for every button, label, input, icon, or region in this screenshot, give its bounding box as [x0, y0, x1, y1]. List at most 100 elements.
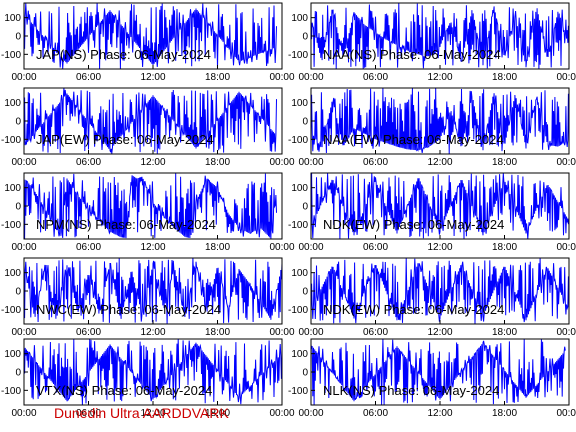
y-tick-label: 0 — [302, 287, 308, 298]
x-tick-label: 12:00 — [427, 327, 452, 338]
x-tick-label: 18:00 — [492, 408, 517, 419]
y-tick-label: 100 — [4, 13, 21, 24]
x-tick-label: 06:00 — [76, 242, 101, 253]
y-tick-label: 100 — [291, 268, 308, 279]
x-tick-label: 06:00 — [363, 408, 388, 419]
x-tick-label: 00:00 — [556, 408, 576, 419]
plot-area — [24, 3, 277, 69]
x-tick-label: 00:00 — [556, 157, 576, 168]
chart-panel-8: 1000-10000:0006:0012:0018:0000:00NDK(EW)… — [288, 257, 576, 338]
x-tick-label: 12:00 — [140, 408, 165, 419]
chart-title: NPM(NS) Phase: 06-May-2024 — [36, 217, 216, 232]
x-tick-label: 18:00 — [205, 157, 230, 168]
chart-panel-10: 1000-10000:0006:0012:0018:0000:00NLK(NS)… — [288, 338, 576, 419]
x-tick-label: 18:00 — [205, 72, 230, 83]
x-tick-label: 00:00 — [269, 327, 294, 338]
y-tick-label: 100 — [291, 349, 308, 360]
x-tick-label: 12:00 — [140, 72, 165, 83]
plot-area — [311, 258, 569, 324]
y-tick-label: 0 — [302, 368, 308, 379]
chart-title: NLK(NS) Phase: 06-May-2024 — [323, 383, 499, 398]
x-tick-label: 00:00 — [269, 72, 294, 83]
x-tick-label: 00:00 — [556, 242, 576, 253]
y-tick-label: -100 — [288, 135, 308, 146]
x-tick-label: 06:00 — [363, 157, 388, 168]
plot-area — [24, 339, 282, 405]
y-tick-label: 0 — [15, 117, 21, 128]
chart-title: NAA(EW) Phase: 06-May-2024 — [323, 132, 504, 147]
plot-area — [311, 339, 566, 405]
x-tick-label: 00:00 — [269, 242, 294, 253]
y-tick-label: -100 — [1, 305, 21, 316]
plot-area — [311, 3, 569, 69]
y-tick-label: -100 — [1, 135, 21, 146]
x-tick-label: 00:00 — [11, 72, 36, 83]
x-tick-label: 00:00 — [298, 408, 323, 419]
chart-panel-2: 1000-10000:0006:0012:0018:0000:00NAA(NS)… — [288, 2, 576, 83]
y-tick-label: -100 — [288, 50, 308, 61]
plot-area — [24, 173, 277, 239]
x-tick-label: 18:00 — [205, 242, 230, 253]
plot-area — [311, 173, 569, 239]
series-line — [24, 339, 282, 405]
series-line — [24, 258, 282, 324]
y-tick-label: 100 — [4, 349, 21, 360]
chart-title: NWC(EW) Phase: 06-May-2024 — [36, 302, 221, 317]
y-tick-label: -100 — [1, 386, 21, 397]
y-tick-label: -100 — [1, 50, 21, 61]
x-tick-label: 00:00 — [11, 242, 36, 253]
footer-label: Dunedin Ultra AARDDVARK — [54, 405, 229, 421]
plot-area — [24, 88, 277, 154]
series-line — [24, 173, 277, 239]
y-tick-label: 0 — [302, 202, 308, 213]
y-tick-label: 100 — [4, 183, 21, 194]
y-tick-label: -100 — [1, 220, 21, 231]
y-tick-label: -100 — [288, 305, 308, 316]
x-tick-label: 18:00 — [492, 157, 517, 168]
x-tick-label: 00:00 — [298, 157, 323, 168]
chart-panel-4: 1000-10000:0006:0012:0018:0000:00NAA(EW)… — [288, 87, 576, 168]
y-tick-label: -100 — [288, 220, 308, 231]
series-line — [311, 173, 569, 239]
x-tick-label: 12:00 — [140, 157, 165, 168]
series-line — [24, 3, 277, 69]
x-tick-label: 12:00 — [427, 72, 452, 83]
x-tick-label: 00:00 — [298, 327, 323, 338]
y-tick-label: -100 — [288, 386, 308, 397]
x-tick-label: 00:00 — [556, 327, 576, 338]
y-tick-label: 0 — [15, 287, 21, 298]
x-tick-label: 18:00 — [492, 327, 517, 338]
x-tick-label: 18:00 — [492, 72, 517, 83]
y-tick-label: 100 — [291, 183, 308, 194]
chart-title: NDK(EW) Phase: 06-May-2024 — [323, 217, 504, 232]
y-tick-label: 100 — [4, 268, 21, 279]
x-tick-label: 06:00 — [76, 72, 101, 83]
series-line — [311, 258, 569, 324]
x-tick-label: 00:00 — [11, 408, 36, 419]
x-tick-label: 06:00 — [76, 157, 101, 168]
x-tick-label: 06:00 — [363, 242, 388, 253]
x-tick-label: 18:00 — [492, 242, 517, 253]
x-tick-label: 00:00 — [11, 157, 36, 168]
y-tick-label: 0 — [15, 202, 21, 213]
x-tick-label: 12:00 — [140, 242, 165, 253]
x-tick-label: 12:00 — [427, 157, 452, 168]
x-tick-label: 00:00 — [11, 327, 36, 338]
chart-title: NDK(EW) Phase: 06-May-2024 — [323, 302, 504, 317]
y-tick-label: 100 — [4, 98, 21, 109]
x-tick-label: 12:00 — [140, 327, 165, 338]
x-tick-label: 00:00 — [298, 242, 323, 253]
x-tick-label: 06:00 — [363, 72, 388, 83]
chart-title: JAP(EW) Phase: 06-May-2024 — [36, 132, 214, 147]
y-tick-label: 0 — [15, 32, 21, 43]
plot-area — [24, 258, 282, 324]
x-tick-label: 12:00 — [427, 242, 452, 253]
y-tick-label: 0 — [302, 32, 308, 43]
chart-title: NAA(NS) Phase: 06-May-2024 — [323, 47, 501, 62]
y-tick-label: 100 — [291, 98, 308, 109]
